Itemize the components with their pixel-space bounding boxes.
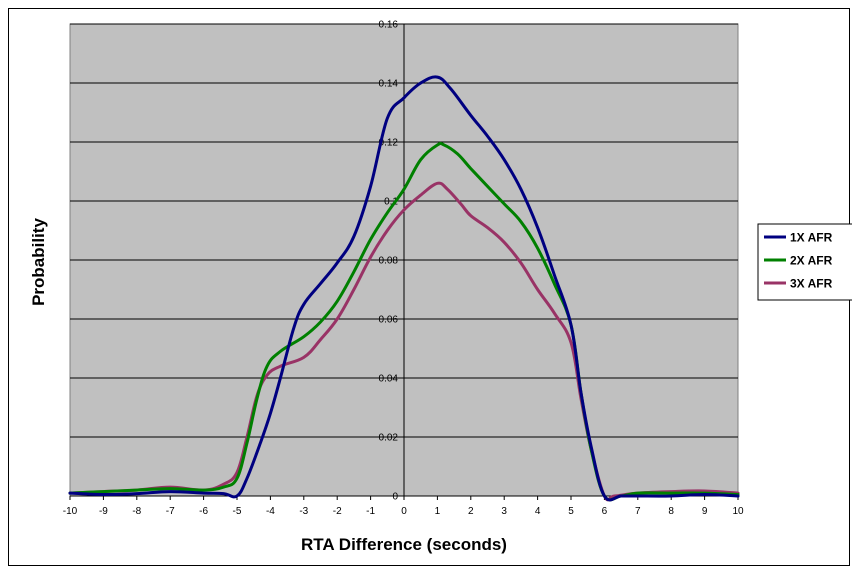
y-tick-label: 0.14 xyxy=(379,79,399,90)
legend-label: 3X AFR xyxy=(790,277,833,291)
legend: 1X AFR 2X AFR 3X AFR xyxy=(757,223,852,301)
x-tick-label: -7 xyxy=(166,506,175,517)
x-tick-label: 6 xyxy=(602,506,608,517)
x-tick-label: 2 xyxy=(468,506,474,517)
x-tick-label: -9 xyxy=(99,506,108,517)
x-tick-label: 4 xyxy=(535,506,541,517)
x-tick-label: -8 xyxy=(132,506,141,517)
x-tick-label: 10 xyxy=(732,506,744,517)
x-tick-label: 0 xyxy=(401,506,407,517)
y-tick-label: 0.08 xyxy=(379,256,399,267)
y-tick-label: 0.12 xyxy=(379,138,399,149)
y-axis-title: Probability xyxy=(29,218,48,306)
x-tick-label: -2 xyxy=(333,506,342,517)
x-tick-label: 7 xyxy=(635,506,641,517)
x-tick-label: 3 xyxy=(501,506,507,517)
y-tick-label: 0.1 xyxy=(384,197,398,208)
x-tick-label: 9 xyxy=(702,506,708,517)
x-tick-label: -10 xyxy=(63,506,78,517)
x-tick-label: -4 xyxy=(266,506,275,517)
y-tick-label: 0 xyxy=(392,492,398,503)
y-tick-label: 0.04 xyxy=(379,374,399,385)
x-tick-label: 5 xyxy=(568,506,574,517)
x-axis-title: RTA Difference (seconds) xyxy=(301,535,507,554)
legend-label: 2X AFR xyxy=(790,254,833,268)
x-tick-label: -5 xyxy=(233,506,242,517)
series-line-1x-afr xyxy=(68,75,740,502)
y-tick-label: 0.06 xyxy=(379,315,399,326)
y-tick-label: 0.16 xyxy=(379,20,399,31)
series-lines xyxy=(68,75,740,502)
y-tick-label: 0.02 xyxy=(379,433,399,444)
legend-label: 1X AFR xyxy=(790,231,833,245)
x-tick-label: 8 xyxy=(668,506,674,517)
x-tick-label: -6 xyxy=(199,506,208,517)
x-tick-label: 1 xyxy=(435,506,441,517)
x-tick-label: -1 xyxy=(366,506,375,517)
x-tick-label: -3 xyxy=(299,506,308,517)
